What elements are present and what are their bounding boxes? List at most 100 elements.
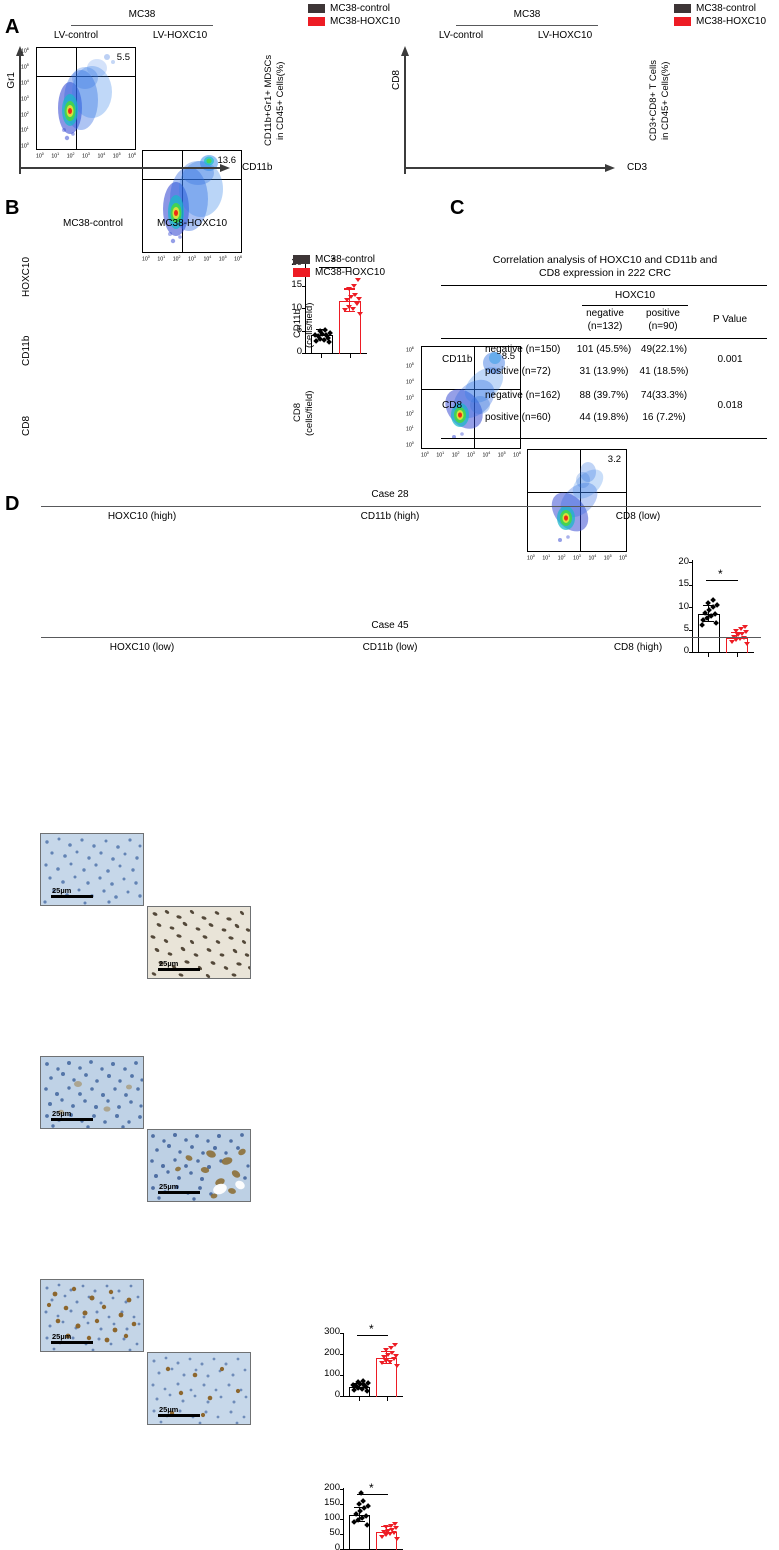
panel-letter-c: C [450,197,465,219]
legend-panelB: MC38-control MC38-HOXC10 [293,253,385,279]
chart-cd11b-field-ytick-0: 0 [334,1389,340,1400]
panelA-right-yaxis-arrow [401,46,409,174]
panelC-row2-pos: 74(33.3%) [640,390,688,401]
chart-mdsc-ylabel2: in CD45+ Cells(%) [275,61,286,140]
panelA-left-sublabel-control: LV-control [53,30,99,41]
panelC-rule-top [441,285,767,287]
ihc-scalebar-5 [51,1341,93,1344]
panelB-row-label-cd11b: CD11b [21,335,32,367]
ihc-scalebar-label-4: 25µm [159,1181,179,1191]
flow-plot-control-gr1: 106 105 104 103 102 101 100 5.5 [21,47,779,160]
legend-label-hoxc10: MC38-HOXC10 [330,16,401,27]
chart-mdsc-significance: * [331,254,336,268]
flow-yticks-3: 106 105 104 103 102 101 100 [406,346,414,449]
chart-cd8t: 0 5 10 15 20 * [678,557,754,657]
panelC-rule-header [441,338,767,340]
flow-plot-hoxc10-cd8: 3.2 100 101 102 103 104 105 106 [527,449,779,562]
legend-label-control-3: MC38-control [315,254,376,265]
chart-cd8-field-ylabel: CD8 [292,402,303,422]
chart-mdsc-ytick-10: 10 [291,301,302,313]
ihc-scalebar-1 [51,895,93,898]
panelA-left-yaxis-label: Gr1 [6,72,17,89]
panelC-marker-cd11b: CD11b [442,354,473,365]
legend-row-control: MC38-control [308,2,400,15]
panelC-col-neg-n: (n=132) [587,321,623,332]
panelD-case28-group-hoxc10: HOXC10 (high) [107,511,177,522]
ihc-cd8-control: 25µm [40,1279,144,1352]
legend-swatch-control-3 [293,255,310,264]
flow-pct-hoxc10-gr1: 13.6 [217,155,237,166]
flow-pct-control-cd8: 8.5 [501,351,515,362]
panelC-rule-group [582,305,688,307]
panelC-col-pos-n: (n=90) [648,321,678,332]
legend-row-control-3: MC38-control [293,253,385,266]
panelD-case28-group-cd11b: CD11b (high) [360,511,420,522]
panelC-col-pvalue: P Value [712,314,748,325]
chart-cd8t-ytick-0: 0 [683,645,689,656]
panelC-col-pos: positive [646,308,680,319]
flow-pct-control-gr1: 5.5 [116,52,130,63]
legend-row-hoxc10: MC38-HOXC10 [308,15,400,28]
chart-cd8t-ylabel2: in CD45+ Cells(%) [660,61,671,140]
legend-row-control-2: MC38-control [674,2,766,15]
panelC-row3-neg: 44 (19.8%) [579,412,629,423]
panelC-caption-line2: CD8 expression in 222 CRC [539,267,671,279]
legend-swatch-hoxc10 [308,17,325,26]
panelC-row1-label: positive (n=72) [485,366,551,377]
chart-cd11b-field-ylabel: CD11b [292,309,303,339]
legend-label-control-2: MC38-control [696,3,757,14]
ihc-scalebar-label-1: 25µm [52,885,72,895]
panelA-left-yaxis-arrow [16,46,24,174]
ihc-scalebar-label-2: 25µm [159,958,179,968]
flow-density-1 [58,54,115,141]
chart-mdsc-ytick-0: 0 [296,346,302,357]
panelA-left-group-title: MC38 [128,9,156,20]
chart-cd8t-ylabel: CD3+CD8+ T Cells [648,60,659,141]
flow-density-4 [551,462,604,542]
chart-cd11b-field-ytick-200: 200 [324,1347,340,1358]
panelD-case28-title: Case 28 [371,489,409,500]
legend-label-hoxc10-3: MC38-HOXC10 [315,267,386,278]
ihc-scalebar-label-5: 25µm [52,1331,72,1341]
ihc-scalebar-3 [51,1118,93,1121]
panel-letter-b: B [5,197,20,219]
panelC-rule-bottom [441,438,767,440]
legend-panelA-left: MC38-control MC38-HOXC10 [308,2,400,28]
chart-cd8-field-ytick-100: 100 [324,1512,340,1523]
panelD-case28-group-cd8: CD8 (low) [615,511,661,522]
chart-cd8t-ytick-20: 20 [678,556,689,567]
chart-cd11b-field-ytick-300: 300 [324,1326,340,1337]
panelD-case45-group-hoxc10: HOXC10 (low) [109,642,175,653]
chart-cd8-field-ytick-50: 50 [329,1527,340,1538]
panelC-row1-neg: 31 (13.9%) [579,366,629,377]
chart-mdsc-ytick-15: 15 [291,279,302,290]
ihc-scalebar-4 [158,1191,200,1194]
legend-label-control: MC38-control [330,3,391,14]
chart-mdsc-ylabel: CD11b+Gr1+ MDSCs [263,54,274,147]
panelD-case45-group-cd11b: CD11b (low) [362,642,418,653]
flow-xticks-4: 100 101 102 103 104 105 106 [527,554,627,562]
panelC-caption-line1: Correlation analysis of HOXC10 and CD11b… [492,254,718,266]
panelA-right-xaxis-label: CD3 [627,162,648,173]
chart-cd8-field: 0 50 100 150 200 * [324,1482,403,1550]
panelC-group-header: HOXC10 [614,290,655,301]
panelB-col-label-control: MC38-control [62,218,124,229]
ihc-cd8-hoxc10: 25µm [147,1352,251,1425]
panel-letter-d: D [5,493,20,515]
panelC-row3-pos: 16 (7.2%) [642,412,686,423]
panelC-row0-neg: 101 (45.5%) [576,344,632,355]
legend-swatch-hoxc10-2 [674,17,691,26]
panelA-right-sublabel-control: LV-control [438,30,484,41]
chart-cd8t-ytick-10: 10 [678,600,689,612]
legend-label-hoxc10-2: MC38-HOXC10 [696,16,767,27]
panelA-right-xaxis-arrow [405,164,615,172]
panelB-col-label-hoxc10: MC38-HOXC10 [156,218,228,229]
panelC-row0-pvalue: 0.001 [717,354,743,365]
ihc-scalebar-6 [158,1414,200,1417]
panelD-case45-rule [41,637,761,639]
ihc-hoxc10-hoxc10: 25µm [147,906,251,979]
ihc-scalebar-label-3: 25µm [52,1108,72,1118]
chart-cd11b-field-significance: * [369,1322,374,1336]
panelD-case45-group-cd8: CD8 (high) [613,642,663,653]
flow-xticks-3: 100 101 102 103 104 105 106 [421,451,521,459]
